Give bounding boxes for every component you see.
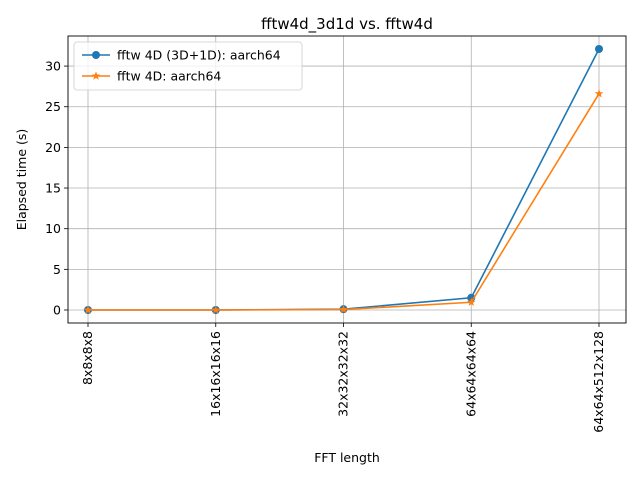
data-point: [211, 305, 221, 314]
legend-box: [73, 41, 303, 91]
y-tick-label: 0: [53, 302, 61, 317]
data-point: [339, 304, 348, 314]
y-tick-label: 15: [45, 181, 61, 196]
y-tick-label: 25: [45, 99, 61, 114]
data-point: [466, 297, 476, 306]
legend-label: fftw 4D: aarch64: [117, 69, 221, 84]
y-tick-label: 5: [53, 262, 61, 277]
legend: fftw 4D (3D+1D): aarch64 fftw 4D: aarch64: [73, 41, 303, 91]
x-axis-label: FFT length: [314, 450, 380, 465]
data-point: [595, 45, 603, 54]
x-tick-label: 32x32x32x32: [336, 331, 351, 417]
x-tick-label: 8x8x8x8: [80, 331, 95, 385]
x-tick-label: 16x16x16x16: [208, 331, 223, 417]
legend-item: fftw 4D: aarch64: [82, 69, 221, 84]
data-point: [83, 305, 93, 314]
data-point: [594, 89, 604, 98]
grid: [68, 36, 626, 323]
y-axis-label: Elapsed time (s): [14, 129, 29, 231]
legend-item: fftw 4D (3D+1D): aarch64: [82, 48, 281, 63]
legend-label: fftw 4D (3D+1D): aarch64: [117, 48, 281, 63]
series-2: [83, 89, 604, 314]
y-tick-label: 20: [45, 140, 61, 155]
plot-frame: [67, 35, 627, 324]
legend-marker: [91, 71, 101, 80]
y-tick-label: 10: [45, 221, 61, 236]
x-tick-label: 64x64x512x128: [591, 331, 606, 433]
chart-title: fftw4d_3d1d vs. fftw4d: [261, 15, 433, 34]
legend-marker: [92, 51, 100, 59]
series-layer: [83, 45, 604, 314]
x-tick-label: 64x64x64x64: [463, 331, 478, 417]
ticks: 8x8x8x8 16x16x16x16 32x32x32x32 64x64x64x64…: [45, 59, 606, 433]
y-tick-label: 30: [45, 59, 61, 74]
